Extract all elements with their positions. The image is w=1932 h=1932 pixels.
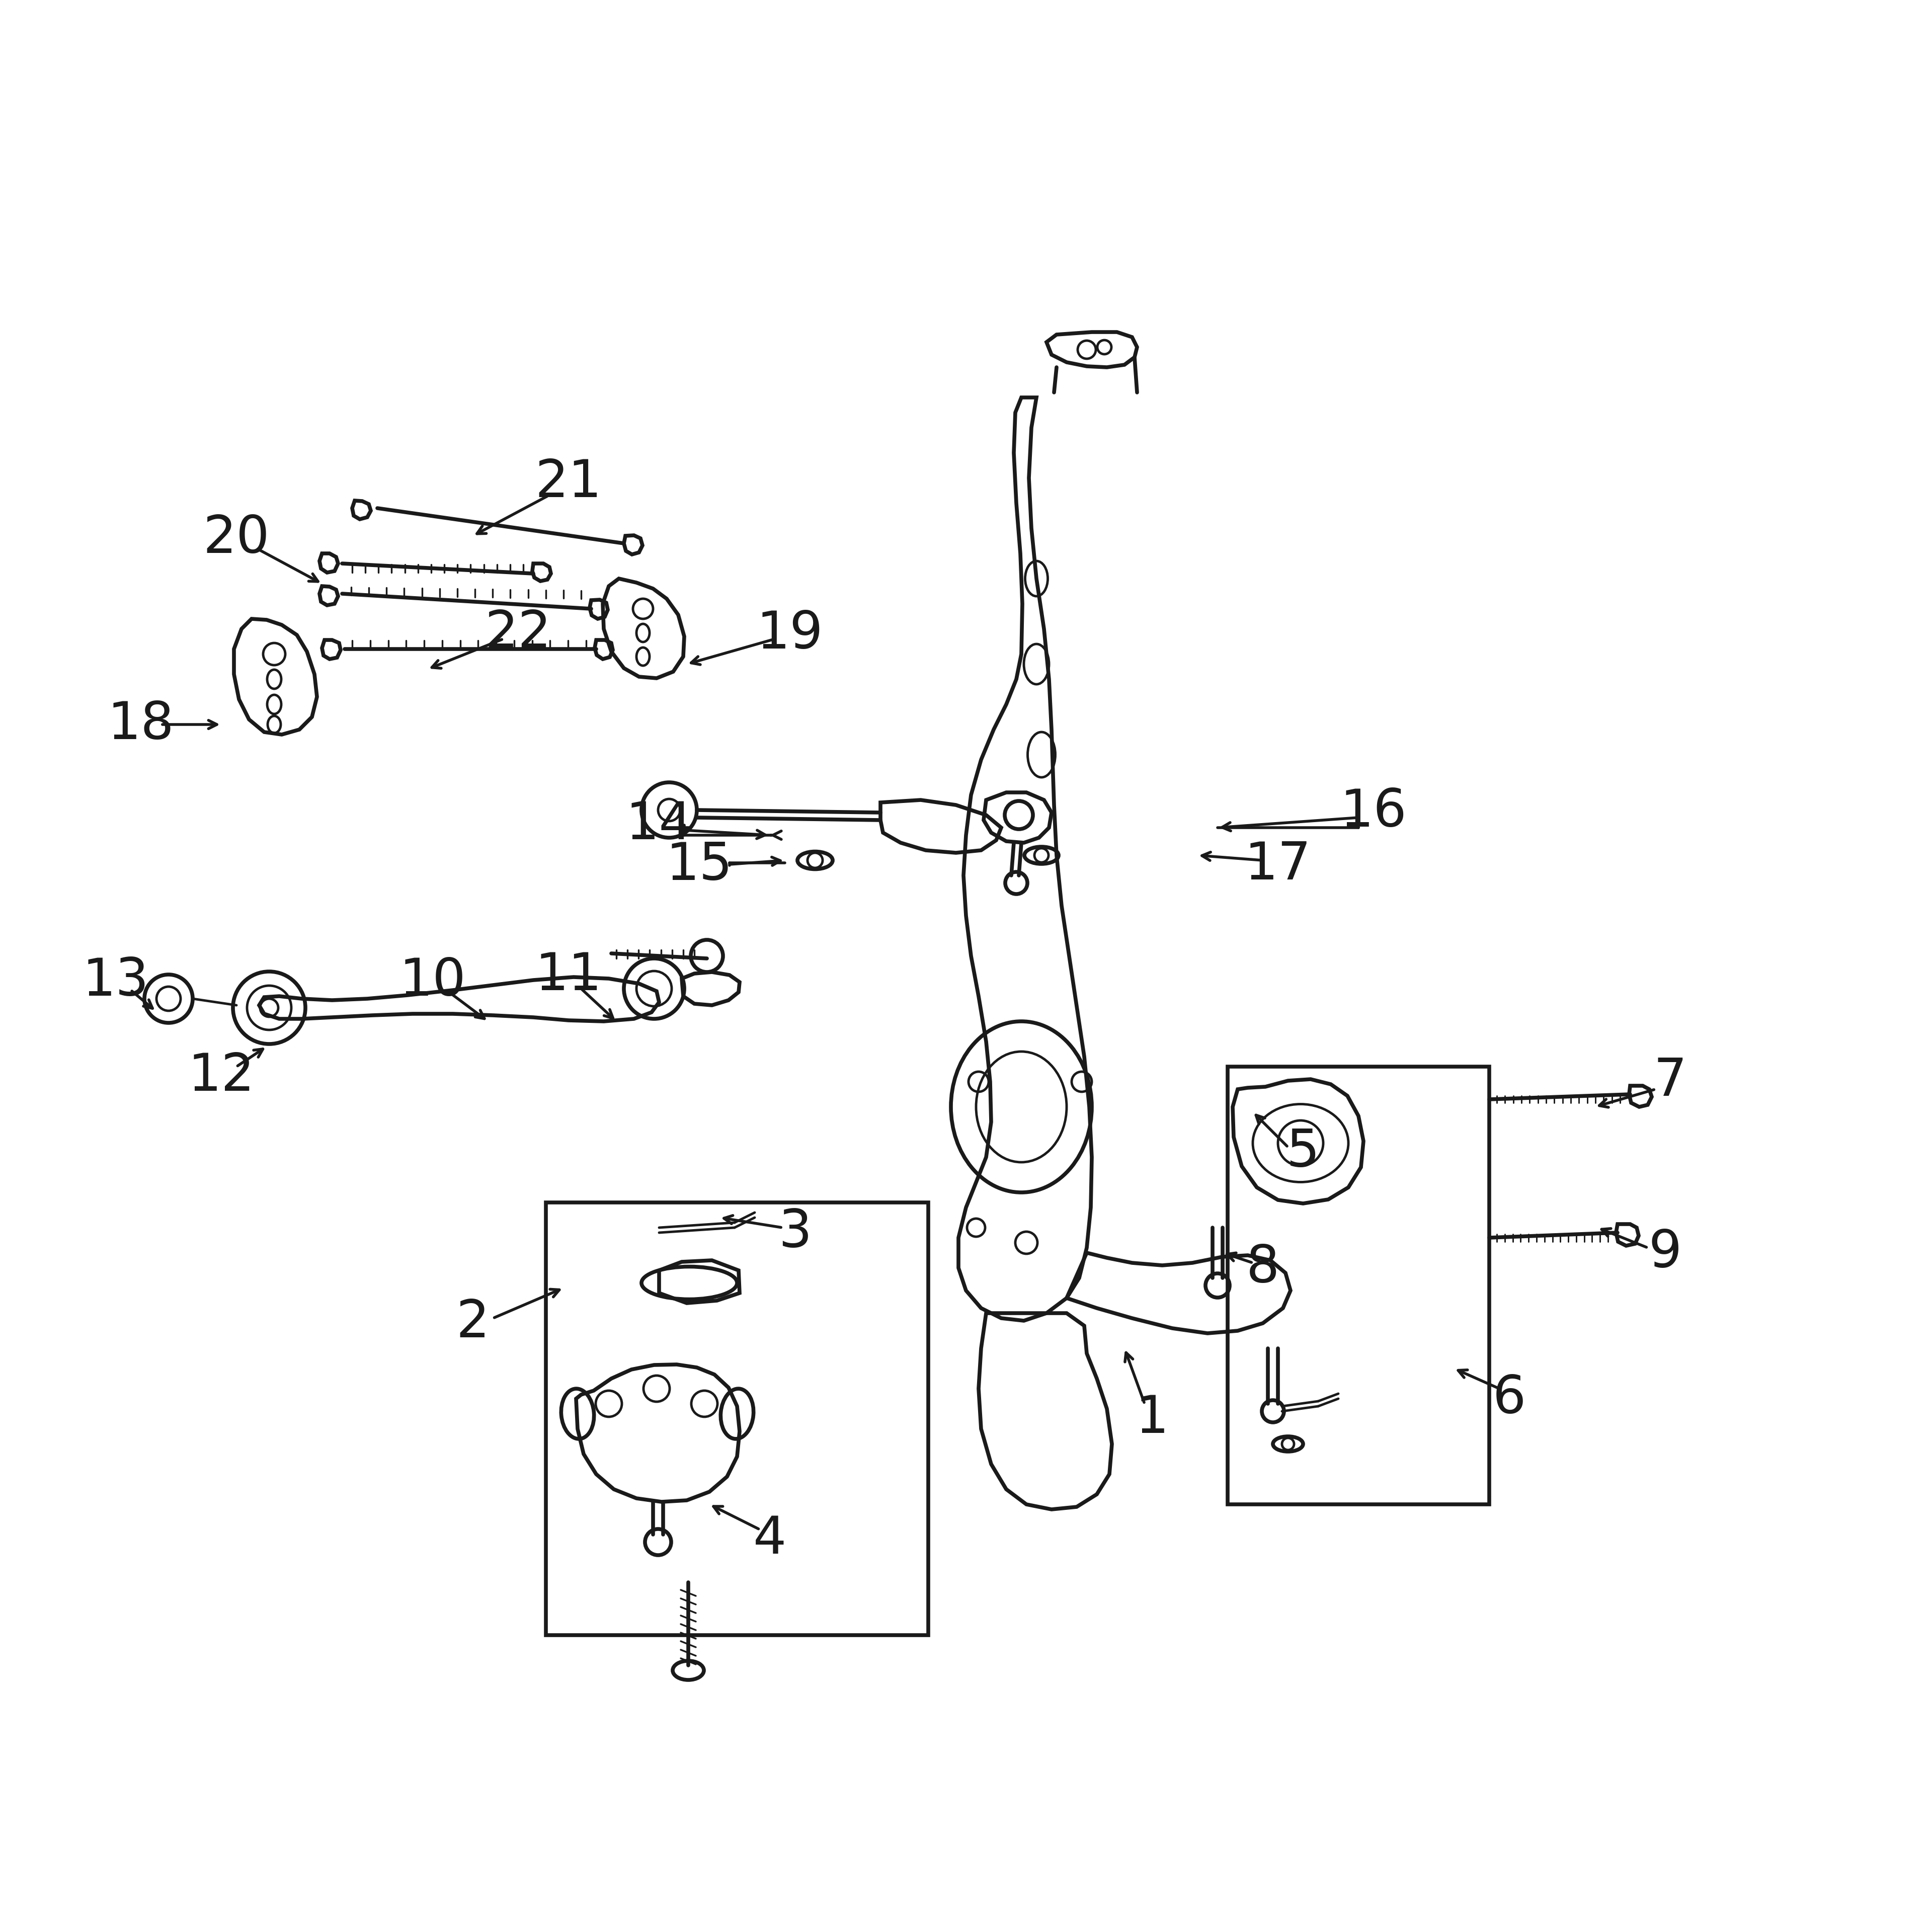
Text: 12: 12 <box>187 1051 255 1101</box>
Text: 18: 18 <box>108 699 174 750</box>
Text: 20: 20 <box>203 512 270 564</box>
Bar <box>1227 1066 1490 1505</box>
Text: 16: 16 <box>1341 786 1406 838</box>
Text: 2: 2 <box>456 1298 489 1349</box>
Text: 4: 4 <box>753 1515 786 1565</box>
Text: 10: 10 <box>400 956 466 1007</box>
Text: 8: 8 <box>1246 1242 1279 1293</box>
Bar <box>547 1202 927 1634</box>
Text: 6: 6 <box>1493 1374 1526 1424</box>
Text: 5: 5 <box>1287 1126 1320 1179</box>
Text: 21: 21 <box>535 458 603 508</box>
Text: 11: 11 <box>535 951 603 1001</box>
Text: 9: 9 <box>1648 1227 1683 1279</box>
Text: 17: 17 <box>1244 840 1312 891</box>
Text: 14: 14 <box>626 800 692 850</box>
Text: 13: 13 <box>83 956 149 1007</box>
Text: 22: 22 <box>485 609 551 659</box>
Text: 3: 3 <box>779 1208 811 1258</box>
Text: 7: 7 <box>1654 1057 1687 1107</box>
Text: 19: 19 <box>757 609 823 659</box>
Text: 15: 15 <box>667 840 732 891</box>
Text: 1: 1 <box>1136 1393 1169 1445</box>
